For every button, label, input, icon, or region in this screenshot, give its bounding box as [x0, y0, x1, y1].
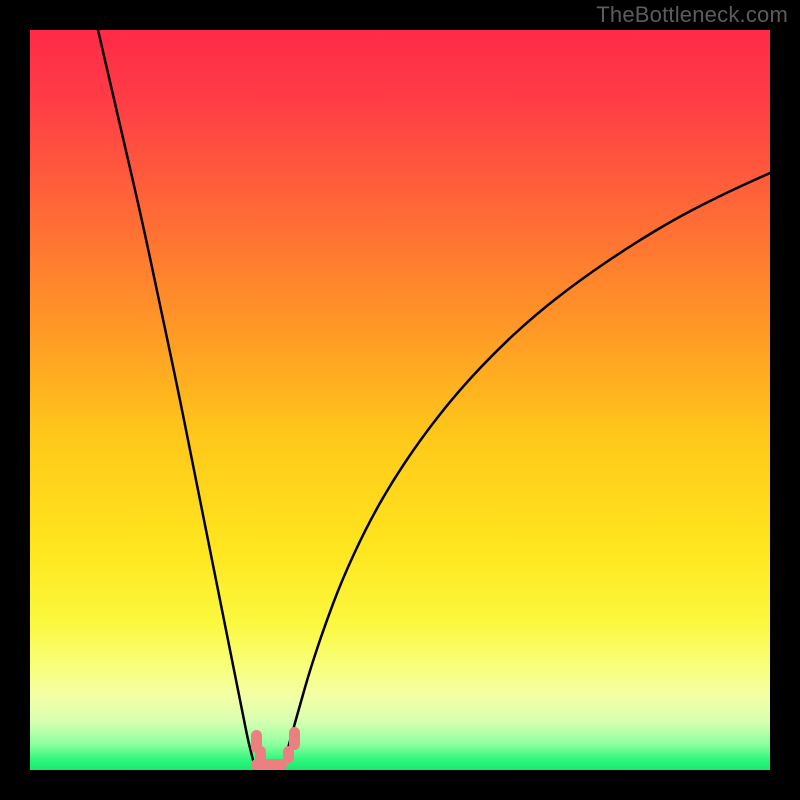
marker-4	[289, 727, 300, 750]
marker-2	[251, 759, 287, 770]
chart-container: TheBottleneck.com	[0, 0, 800, 800]
watermark-text: TheBottleneck.com	[596, 2, 788, 28]
plot-area	[30, 30, 770, 770]
markers-layer	[30, 30, 770, 770]
